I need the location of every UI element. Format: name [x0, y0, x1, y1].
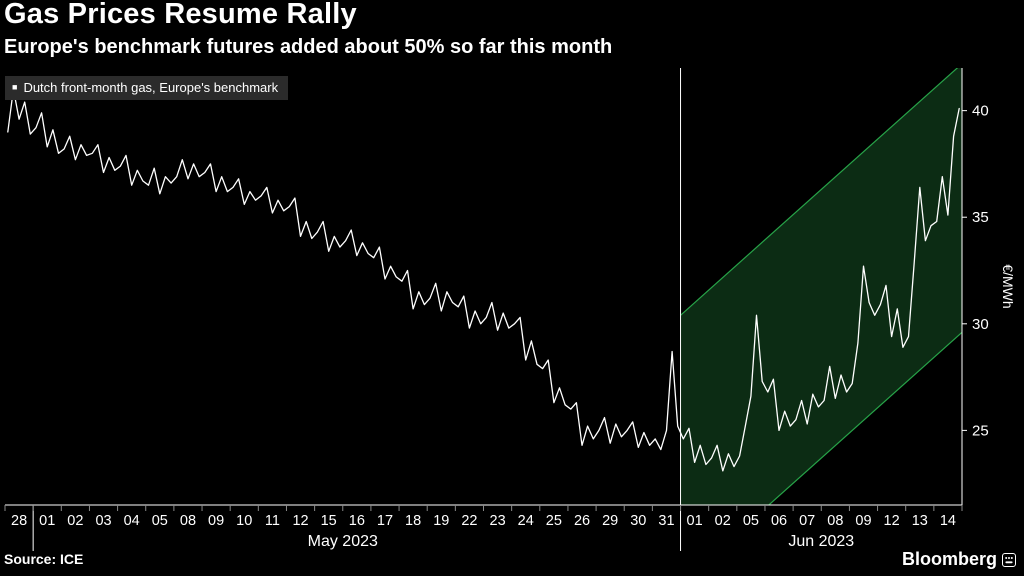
x-tick-label: 02 [715, 513, 731, 529]
x-tick-label: 01 [687, 513, 703, 529]
x-tick-label: 19 [433, 513, 449, 529]
x-tick-label: 28 [11, 513, 27, 529]
x-tick-label: 14 [940, 513, 956, 529]
legend: ■ Dutch front-month gas, Europe's benchm… [5, 76, 289, 100]
x-tick-label: 13 [912, 513, 928, 529]
x-tick-label: 05 [743, 513, 759, 529]
x-tick-label: 07 [799, 513, 815, 529]
x-tick-label: 16 [349, 513, 365, 529]
legend-square-icon: ■ [12, 82, 18, 92]
x-tick-label: 30 [630, 513, 646, 529]
y-tick-label: 35 [972, 209, 989, 226]
trend-channel-upper [680, 68, 959, 316]
x-tick-label: 25 [546, 513, 562, 529]
x-tick-label: 09 [208, 513, 224, 529]
price-line [7, 88, 960, 472]
x-tick-label: 23 [490, 513, 506, 529]
bloomberg-logo: Bloomberg [902, 549, 1016, 570]
y-axis-unit: €/MWh [1000, 264, 1016, 308]
x-tick-label: 02 [67, 513, 83, 529]
x-tick-label: 08 [180, 513, 196, 529]
month-label: Jun 2023 [788, 533, 854, 550]
chart-subtitle: Europe's benchmark futures added about 5… [4, 36, 613, 58]
trend-channel-fill [680, 68, 962, 505]
x-tick-label: 08 [827, 513, 843, 529]
x-tick-label: 17 [377, 513, 393, 529]
chart-title: Gas Prices Resume Rally [4, 0, 357, 30]
source-note: Source: ICE [4, 551, 84, 567]
x-tick-label: 12 [292, 513, 308, 529]
x-tick-label: 29 [602, 513, 618, 529]
trend-channel-lower [767, 331, 962, 505]
x-tick-label: 03 [95, 513, 111, 529]
x-tick-label: 11 [265, 513, 280, 529]
x-tick-label: 05 [152, 513, 168, 529]
bloomberg-terminal-icon [1002, 552, 1016, 567]
x-tick-label: 09 [855, 513, 871, 529]
x-tick-label: 06 [771, 513, 787, 529]
x-tick-label: 12 [884, 513, 900, 529]
x-tick-label: 10 [236, 513, 252, 529]
y-tick-label: 30 [972, 316, 989, 333]
x-tick-label: 18 [405, 513, 421, 529]
x-tick-label: 15 [321, 513, 337, 529]
y-tick-label: 40 [972, 103, 989, 120]
x-tick-label: 31 [658, 513, 674, 529]
legend-label: Dutch front-month gas, Europe's benchmar… [23, 80, 279, 95]
bloomberg-wordmark: Bloomberg [901, 549, 997, 569]
month-label: May 2023 [308, 533, 378, 550]
x-tick-label: 24 [518, 513, 534, 529]
x-tick-label: 04 [124, 513, 140, 529]
x-tick-label: 01 [39, 513, 55, 529]
x-tick-label: 26 [574, 513, 590, 529]
y-tick-label: 25 [972, 422, 989, 439]
x-tick-label: 22 [461, 513, 477, 529]
